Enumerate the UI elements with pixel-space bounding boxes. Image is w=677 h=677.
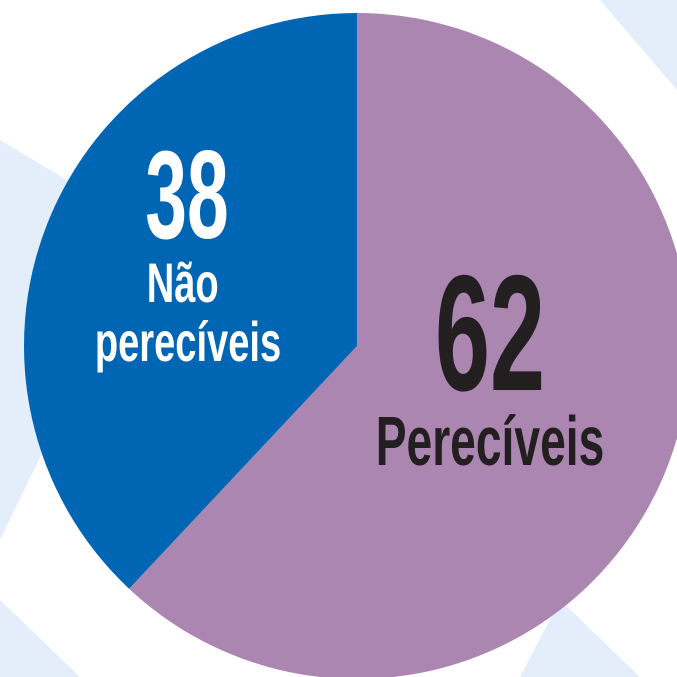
bg-shape bbox=[600, 0, 677, 90]
pie-slice bbox=[129, 13, 677, 677]
category-line: Perecíveis bbox=[376, 401, 605, 480]
value-label: 62 bbox=[435, 241, 545, 425]
category-label: Perecíveis bbox=[376, 401, 605, 480]
bg-shape bbox=[0, 600, 80, 677]
bg-shape bbox=[520, 600, 640, 677]
pie-slice bbox=[23, 13, 358, 589]
category-line: Não bbox=[147, 253, 230, 315]
pie bbox=[23, 13, 677, 677]
value-label: 38 bbox=[145, 125, 228, 264]
category-label: Não perecíveis bbox=[95, 253, 281, 374]
category-line: perecíveis bbox=[95, 312, 281, 374]
